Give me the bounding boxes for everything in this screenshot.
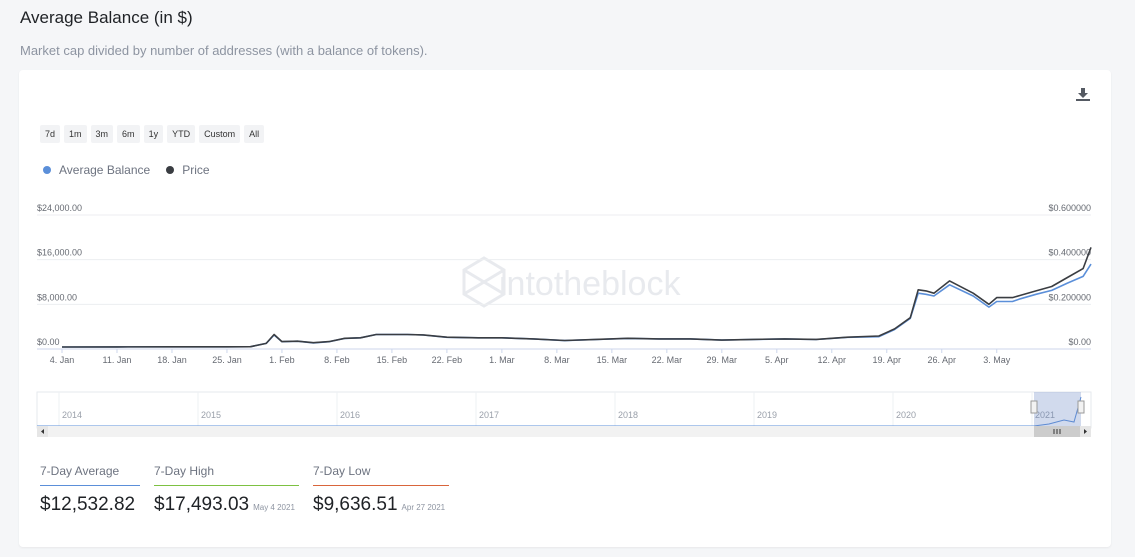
range-1y-button[interactable]: 1y <box>143 125 164 143</box>
watermark-text: intotheblock <box>499 265 681 303</box>
scroll-left-icon <box>41 429 44 434</box>
range-selector: 7d 1m 3m 6m 1y YTD Custom All <box>40 125 265 143</box>
x-tick-label: 4. Jan <box>50 355 75 365</box>
navigator-handle-right <box>1077 400 1085 414</box>
legend-marker-price <box>166 166 175 174</box>
x-tick-label: 29. Mar <box>707 355 738 365</box>
page-subtitle: Market cap divided by number of addresse… <box>20 43 428 58</box>
stat-7day-average: 7-Day Average $12,532.82 <box>40 464 140 516</box>
stat-value: $12,532.82 <box>40 494 136 515</box>
navigator-year-label: 2015 <box>201 410 221 420</box>
range-6m-button[interactable]: 6m <box>117 125 140 143</box>
stats-row: 7-Day Average $12,532.82 7-Day High $17,… <box>40 464 449 516</box>
scrollbar-track <box>37 426 1091 437</box>
stat-label: 7-Day Low <box>313 464 449 486</box>
line-chart: intotheblock $0.00 $8,000.00 $16,000.00 $24,… <box>36 203 1092 437</box>
x-tick-label: 12. Apr <box>818 355 847 365</box>
range-ytd-button[interactable]: YTD <box>167 125 196 143</box>
series-line-price <box>61 247 1092 348</box>
chart-legend: Average Balance Price <box>43 163 210 177</box>
navigator-year-label: 2018 <box>618 410 638 420</box>
y-left-tick-label: $0.00 <box>37 337 60 347</box>
navigator-year-label: 2021 <box>1035 410 1055 420</box>
x-tick-label: 3. May <box>983 355 1011 365</box>
stat-date: Apr 27 2021 <box>401 503 446 512</box>
stat-7day-low: 7-Day Low $9,636.51 Apr 27 2021 <box>313 464 449 516</box>
watermark-logo-icon <box>462 256 506 308</box>
x-tick-label: 8. Feb <box>324 355 350 365</box>
legend-item-average-balance[interactable]: Average Balance <box>43 163 150 177</box>
page-title: Average Balance (in $) <box>20 8 193 27</box>
legend-label-price: Price <box>182 163 210 177</box>
x-tick-label: 22. Mar <box>652 355 683 365</box>
x-tick-label: 26. Apr <box>927 355 956 365</box>
legend-marker-average-balance <box>43 166 51 174</box>
range-3m-button[interactable]: 3m <box>90 125 114 143</box>
x-tick-label: 15. Feb <box>377 355 408 365</box>
stat-label: 7-Day Average <box>40 464 140 486</box>
x-tick-label: 1. Feb <box>269 355 295 365</box>
scroll-grip-icon <box>1053 429 1061 434</box>
download-icon[interactable] <box>1075 86 1091 102</box>
stat-label: 7-Day High <box>154 464 299 486</box>
y-left-tick-label: $24,000.00 <box>37 203 82 213</box>
y-right-tick-label: $0.400000 <box>1048 248 1091 258</box>
stat-value: $17,493.03 <box>154 494 250 515</box>
navigator-year-label: 2014 <box>62 410 82 420</box>
y-right-tick-label: $0.00 <box>1068 337 1091 347</box>
x-tick-label: 22. Feb <box>432 355 463 365</box>
y-right-tick-label: $0.600000 <box>1048 203 1091 213</box>
stat-value: $9,636.51 <box>313 494 398 515</box>
scroll-right-icon <box>1084 429 1087 434</box>
x-tick-label: 8. Mar <box>544 355 570 365</box>
range-all-button[interactable]: All <box>244 125 265 143</box>
legend-item-price[interactable]: Price <box>166 163 210 177</box>
navigator-year-label: 2017 <box>479 410 499 420</box>
chart-card: 7d 1m 3m 6m 1y YTD Custom All Average Ba… <box>19 70 1111 547</box>
navigator-year-label: 2019 <box>757 410 777 420</box>
navigator-selection <box>1034 392 1081 428</box>
navigator-year-label: 2016 <box>340 410 360 420</box>
x-tick-label: 19. Apr <box>873 355 902 365</box>
range-custom-button[interactable]: Custom <box>199 125 241 143</box>
y-left-tick-label: $16,000.00 <box>37 248 82 258</box>
stat-7day-high: 7-Day High $17,493.03 May 4 2021 <box>154 464 299 516</box>
x-tick-label: 18. Jan <box>157 355 187 365</box>
y-left-tick-label: $8,000.00 <box>37 292 77 302</box>
navigator-year-label: 2020 <box>896 410 916 420</box>
y-right-tick-label: $0.200000 <box>1048 292 1091 302</box>
x-tick-label: 15. Mar <box>597 355 628 365</box>
x-tick-label: 5. Apr <box>765 355 789 365</box>
legend-label-average-balance: Average Balance <box>59 163 151 177</box>
stat-date: May 4 2021 <box>253 503 295 512</box>
range-7d-button[interactable]: 7d <box>40 125 61 143</box>
navigator-frame <box>36 391 1092 429</box>
x-tick-label: 11. Jan <box>103 355 132 365</box>
navigator-handle-left <box>1030 400 1038 414</box>
x-tick-label: 25. Jan <box>212 355 242 365</box>
x-tick-label: 1. Mar <box>489 355 515 365</box>
range-1m-button[interactable]: 1m <box>64 125 87 143</box>
